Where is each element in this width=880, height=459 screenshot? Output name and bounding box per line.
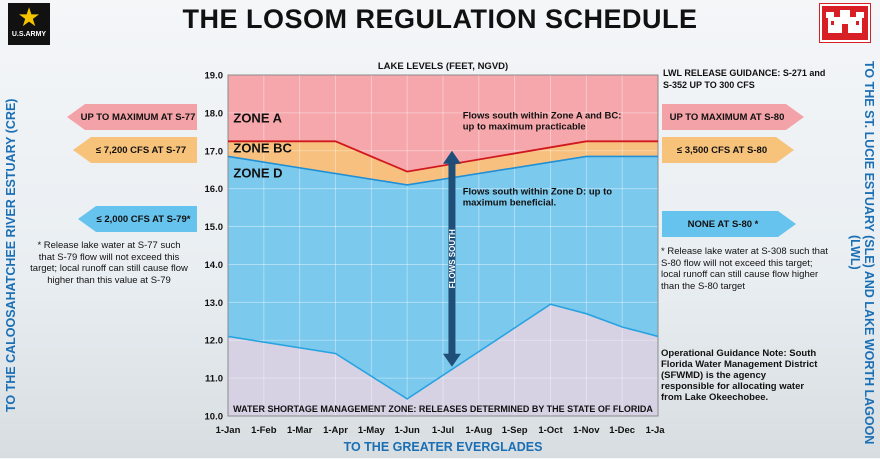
- left-arrow-zone-d: ≤ 2,000 CFS AT S-79*: [78, 206, 197, 232]
- zone-d-area: [228, 156, 658, 399]
- zone-bc-label: ZONE BC: [233, 141, 292, 156]
- y-tick-label: 12.0: [205, 336, 224, 347]
- x-tick-label: 1-Dec: [609, 425, 635, 436]
- y-tick-label: 17.0: [205, 146, 224, 157]
- x-tick-label: 1-Sep: [502, 425, 528, 436]
- y-tick-label: 11.0: [205, 374, 223, 385]
- zone-a-area: [228, 75, 658, 172]
- flows-south-arrow-head-up: [442, 150, 461, 164]
- usace-logo: [820, 4, 870, 42]
- y-tick-label: 19.0: [205, 71, 224, 82]
- page-title: THE LOSOM REGULATION SCHEDULE: [182, 4, 698, 34]
- left-arrow-zone-bc: ≤ 7,200 CFS AT S-77: [73, 137, 197, 163]
- y-tick-label: 10.0: [205, 412, 224, 423]
- right-arrow-zone-a: UP TO MAXIMUM AT S-80: [662, 104, 804, 130]
- chart: LAKE LEVELS (FEET, NGVD) 19.0 18.0 17.0 16.…: [190, 58, 671, 459]
- y-tick-label: 16.0: [205, 184, 224, 195]
- x-axis-label: TO THE GREATER EVERGLADES: [344, 440, 543, 454]
- series-line-0: [228, 140, 658, 173]
- x-tick-label: 1-Jul: [432, 425, 454, 436]
- flows-south-label: FLOWS SOUTH: [448, 229, 457, 288]
- y-tick-label: 18.0: [205, 108, 224, 119]
- army-logo: ★ U.S.ARMY: [8, 3, 50, 45]
- y-tick-label: 13.0: [205, 298, 224, 309]
- y-tick-label: 15.0: [205, 222, 224, 233]
- operational-guidance: Operational Guidance Note: South Florida…: [661, 348, 818, 403]
- x-tick-label: 1-Oct: [538, 425, 563, 436]
- shortage-annotation: WATER SHORTAGE MANAGEMENT ZONE: RELEASES…: [233, 404, 653, 414]
- right-arrow-zone-bc: ≤ 3,500 CFS AT S-80: [662, 137, 794, 163]
- side-label-cre: TO THE CALOOSAHATCHEE RIVER ESTUARY (CRE…: [4, 98, 18, 412]
- zone-a-annotation: Flows south within Zone A and BC: up to m…: [463, 111, 622, 133]
- x-tick-label: 1-May: [358, 425, 386, 436]
- x-tick-label: 1-Jun: [394, 425, 420, 436]
- y-tick-label: 14.0: [205, 260, 224, 271]
- chart-svg: LAKE LEVELS (FEET, NGVD) 19.0 18.0 17.0 16.…: [205, 61, 671, 454]
- army-logo-text: U.S.ARMY: [11, 31, 47, 38]
- water-shortage-area: [228, 304, 658, 416]
- chart-title: LAKE LEVELS (FEET, NGVD): [378, 61, 508, 72]
- x-tick-label: 1-Nov: [573, 425, 600, 436]
- lwl-guidance: LWL RELEASE GUIDANCE: S-271 and S-352 UP…: [663, 68, 826, 90]
- series-line-2: [227, 303, 659, 400]
- army-star-icon: ★: [17, 2, 41, 32]
- left-arrow-zone-a: UP TO MAXIMUM AT S-77: [67, 104, 197, 130]
- side-label-sle: TO THE ST. LUCIE ESTUARY (SLE) AND LAKE …: [848, 60, 876, 445]
- zone-a-label: ZONE A: [233, 110, 282, 125]
- right-arrow-zone-d: NONE AT S-80 *: [662, 211, 796, 237]
- right-footnote: * Release lake water at S-308 such that …: [661, 246, 828, 292]
- flows-south-arrow-head-down: [442, 353, 461, 367]
- left-footnote: * Release lake water at S-77 such that S…: [30, 240, 188, 286]
- x-tick-label: 1-Aug: [465, 425, 492, 436]
- castle-icon: [826, 10, 864, 33]
- zone-d-annotation: Flows south within Zone D: up to maximum …: [463, 186, 613, 208]
- series-line-1: [227, 155, 658, 186]
- zone-d-label: ZONE D: [233, 165, 282, 180]
- x-tick-label: 1-Apr: [323, 425, 348, 436]
- x-tick-label: 1-Feb: [251, 425, 277, 436]
- plot-frame: [227, 74, 659, 417]
- x-tick-label: 1-Jan: [216, 425, 241, 436]
- x-tick-label: 1-Jan: [646, 425, 665, 436]
- zone-bc-area: [228, 141, 658, 185]
- x-tick-label: 1-Mar: [287, 425, 313, 436]
